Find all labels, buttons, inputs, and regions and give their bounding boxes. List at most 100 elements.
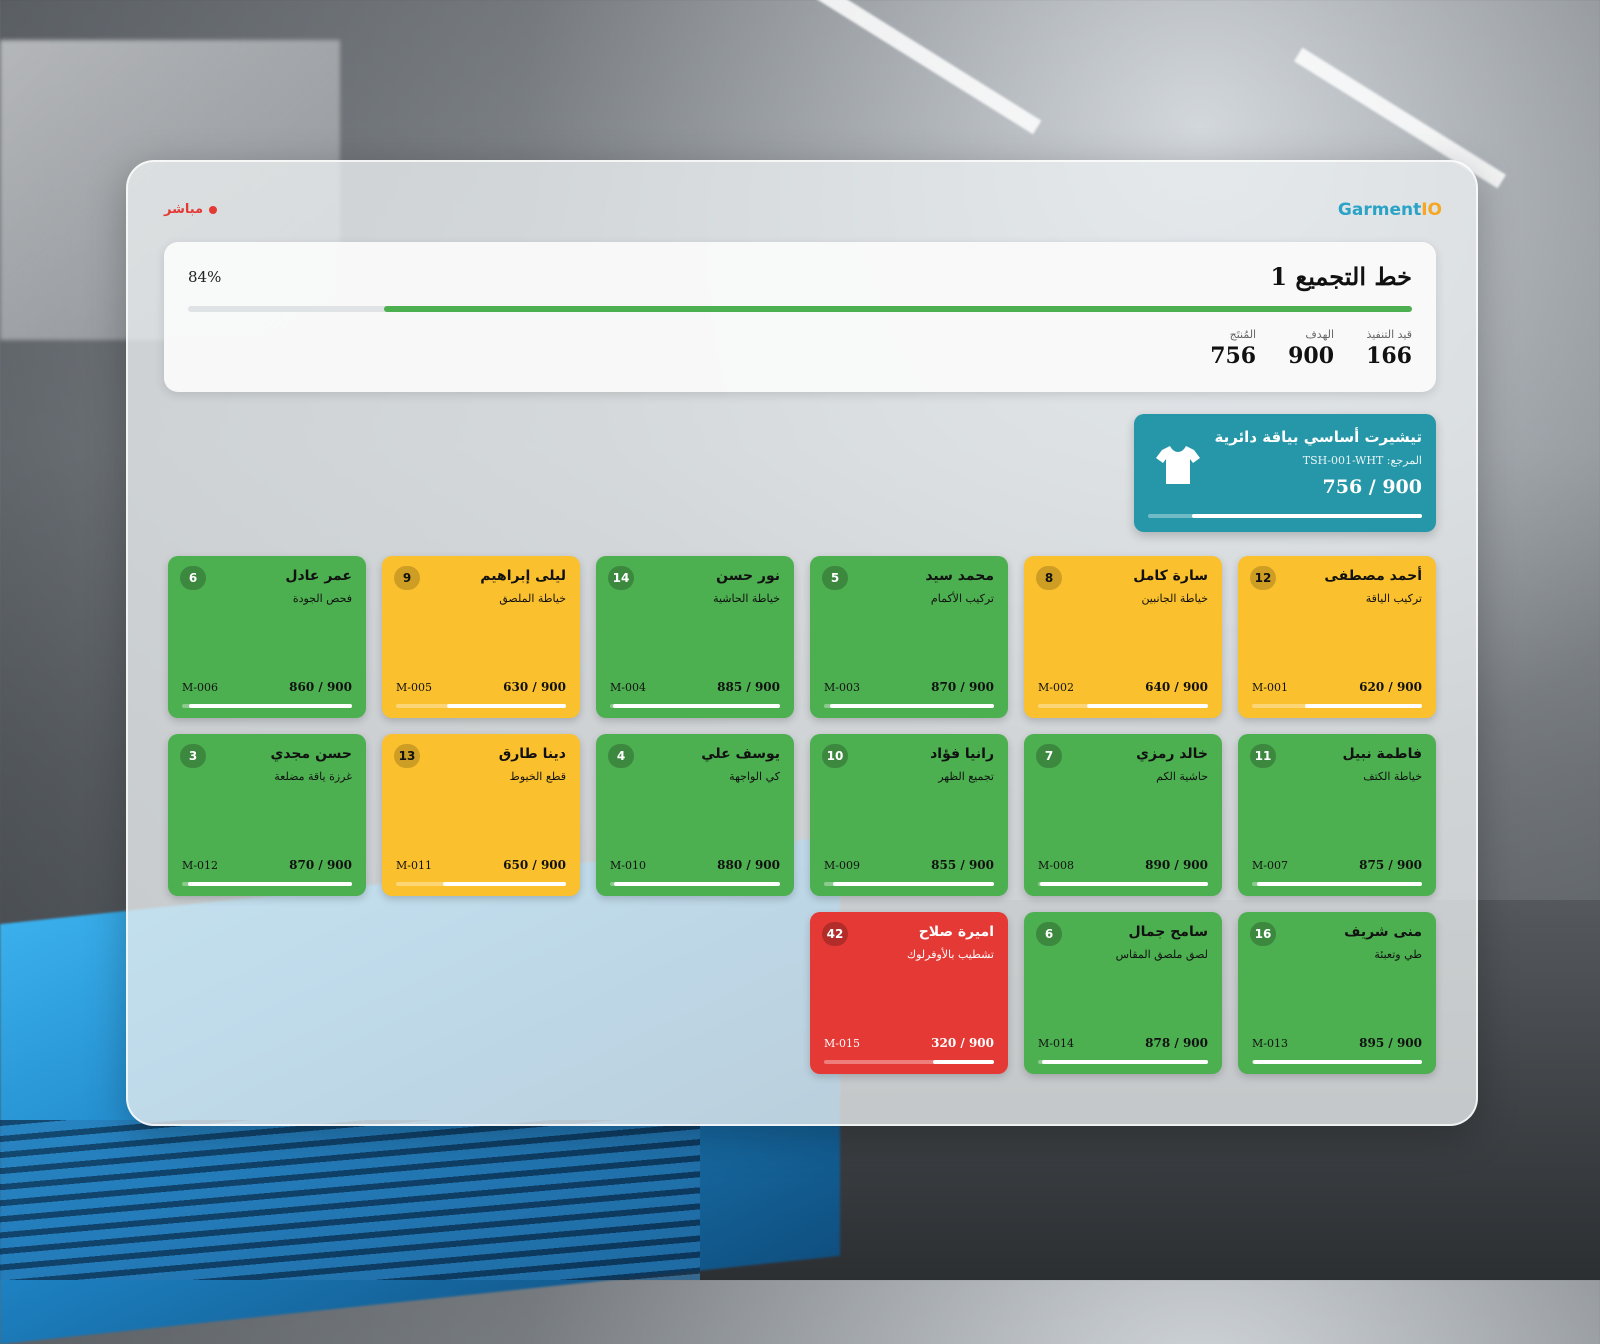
worker-badge: 3 [180, 744, 206, 768]
worker-name: سامح جمال [1128, 924, 1208, 940]
worker-badge: 12 [1250, 566, 1276, 590]
workstation-card[interactable]: أحمد مصطفى تركيب الياقة 12 M-001 620 / 900 [1238, 556, 1436, 718]
workstation-card[interactable]: محمد سيد تركيب الأكمام 5 M-003 870 / 900 [810, 556, 1008, 718]
worker-progress-fill [1087, 704, 1208, 708]
workstation-card[interactable]: رانيا فؤاد تجميع الظهر 10 M-009 855 / 900 [810, 734, 1008, 896]
worker-name: منى شريف [1344, 924, 1422, 940]
worker-name: أحمد مصطفى [1324, 568, 1422, 584]
worker-badge: 9 [394, 566, 420, 590]
worker-progress-text: 860 / 900 [289, 680, 352, 694]
worker-badge: 13 [394, 744, 420, 768]
worker-progress-fill [829, 704, 994, 708]
workstation-card[interactable]: عمر عادل فحص الجودة 6 M-006 860 / 900 [168, 556, 366, 718]
worker-progress-fill [1256, 882, 1422, 886]
worker-progress-text: 320 / 900 [931, 1036, 994, 1050]
worker-badge: 6 [1036, 922, 1062, 946]
worker-badge: 6 [180, 566, 206, 590]
live-dot-icon [209, 205, 218, 214]
worker-progress-bar [610, 882, 780, 886]
worker-progress-text: 885 / 900 [717, 680, 780, 694]
brand-logo: GarmentIO [1338, 200, 1442, 220]
worker-progress-text: 875 / 900 [1359, 858, 1422, 872]
worker-task: حاشية الكم [1156, 770, 1208, 783]
stat-label: المُنتَج [1229, 328, 1257, 341]
workstation-card[interactable]: حسن مجدي غرزة ياقة مضلعة 3 M-012 870 / 900 [168, 734, 366, 896]
worker-progress-fill [443, 882, 566, 886]
worker-name: سارة كامل [1133, 568, 1208, 584]
machine-id: M-007 [1252, 859, 1288, 872]
workstation-card[interactable]: سارة كامل خياطة الجانبين 8 M-002 640 / 900 [1024, 556, 1222, 718]
line-progress-fill [383, 306, 1412, 312]
workstation-card[interactable]: سامح جمال لصق ملصق المقاس 6 M-014 878 / 900 [1024, 912, 1222, 1074]
worker-task: فحص الجودة [292, 592, 352, 605]
worker-progress-fill [189, 704, 352, 708]
worker-task: كي الواجهة [729, 770, 780, 783]
product-count: 756 / 900 [1322, 476, 1423, 498]
machine-id: M-014 [1038, 1037, 1074, 1050]
worker-progress-bar [182, 882, 352, 886]
worker-progress-fill [613, 882, 780, 886]
worker-task: طي وتعبئة [1374, 948, 1422, 961]
workstation-card[interactable]: يوسف علي كي الواجهة 4 M-010 880 / 900 [596, 734, 794, 896]
worker-progress-bar [1038, 1060, 1208, 1064]
worker-progress-fill [612, 704, 780, 708]
worker-task: تجميع الظهر [938, 770, 994, 783]
product-card[interactable]: تيشيرت أساسي بياقة دائرية المرجع: TSH-00… [1134, 414, 1436, 532]
top-bar: GarmentIO مباشر [128, 200, 1476, 230]
workstation-card[interactable]: دينا طارق قطع الخيوط 13 M-011 650 / 900 [382, 734, 580, 896]
line-summary-card: خط التجميع 1 84% المُنتَج 756 الهدف 900 … [164, 242, 1436, 392]
stat-target: الهدف 900 [1288, 328, 1334, 369]
worker-name: دينا طارق [498, 746, 566, 762]
stat-value: 756 [1210, 343, 1257, 369]
worker-name: نور حسن [716, 568, 780, 584]
workstation-card[interactable]: خالد رمزي حاشية الكم 7 M-008 890 / 900 [1024, 734, 1222, 896]
machine-id: M-012 [182, 859, 218, 872]
machine-id: M-005 [396, 681, 432, 694]
product-progress-fill [1191, 514, 1422, 518]
machine-id: M-002 [1038, 681, 1074, 694]
worker-task: تشطيب بالأوفرلوك [907, 948, 994, 961]
worker-task: غرزة ياقة مضلعة [274, 770, 352, 783]
worker-name: خالد رمزي [1136, 746, 1208, 762]
background-ceiling-light [778, 0, 1042, 135]
worker-task: خياطة الملصق [499, 592, 566, 605]
worker-progress-bar [182, 704, 352, 708]
worker-badge: 5 [822, 566, 848, 590]
worker-badge: 42 [822, 922, 848, 946]
product-reference: المرجع: TSH-001-WHT [1302, 454, 1422, 467]
worker-progress-bar [824, 882, 994, 886]
worker-progress-fill [1304, 704, 1422, 708]
line-progress-bar [188, 306, 1412, 312]
workstation-card[interactable]: ليلى إبراهيم خياطة الملصق 9 M-005 630 / 900 [382, 556, 580, 718]
workstation-card[interactable]: اميرة صلاح تشطيب بالأوفرلوك 42 M-015 320 / 9… [810, 912, 1008, 1074]
line-stats: المُنتَج 756 الهدف 900 قيد التنفيذ 166 [1210, 328, 1412, 369]
stat-value: 900 [1288, 343, 1335, 369]
machine-id: M-004 [610, 681, 646, 694]
worker-progress-text: 630 / 900 [503, 680, 566, 694]
worker-progress-text: 620 / 900 [1359, 680, 1422, 694]
machine-id: M-008 [1038, 859, 1074, 872]
machine-id: M-001 [1252, 681, 1288, 694]
worker-badge: 7 [1036, 744, 1062, 768]
workstation-card[interactable]: نور حسن خياطة الحاشية 14 M-004 885 / 900 [596, 556, 794, 718]
worker-progress-bar [1252, 882, 1422, 886]
live-label: مباشر [164, 202, 204, 217]
workstation-card[interactable]: منى شريف طي وتعبئة 16 M-013 895 / 900 [1238, 912, 1436, 1074]
worker-progress-text: 870 / 900 [289, 858, 352, 872]
stat-label: الهدف [1305, 328, 1335, 341]
worker-progress-fill [1253, 1060, 1422, 1064]
brand-name-part2: IO [1421, 200, 1442, 220]
worker-progress-bar [610, 704, 780, 708]
machine-id: M-013 [1252, 1037, 1288, 1050]
machine-id: M-011 [396, 859, 432, 872]
worker-progress-fill [187, 882, 352, 886]
background-fabric-stack [0, 1120, 700, 1280]
workstation-card[interactable]: فاطمة نبيل خياطة الكتف 11 M-007 875 / 900 [1238, 734, 1436, 896]
dashboard-panel: GarmentIO مباشر خط التجميع 1 84% المُنتَ… [126, 160, 1478, 1126]
worker-progress-fill [1039, 882, 1208, 886]
worker-progress-text: 650 / 900 [503, 858, 566, 872]
worker-name: رانيا فؤاد [930, 746, 994, 762]
worker-task: تركيب الياقة [1365, 592, 1422, 605]
worker-progress-text: 895 / 900 [1359, 1036, 1422, 1050]
machine-id: M-006 [182, 681, 218, 694]
